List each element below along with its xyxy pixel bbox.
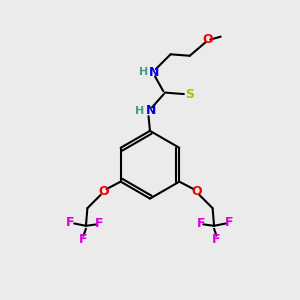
Text: F: F bbox=[79, 232, 88, 246]
Text: O: O bbox=[202, 33, 213, 46]
Text: F: F bbox=[196, 217, 205, 230]
Text: O: O bbox=[98, 185, 109, 199]
Text: F: F bbox=[225, 216, 234, 230]
Text: O: O bbox=[191, 185, 202, 199]
Text: F: F bbox=[95, 217, 103, 230]
Text: N: N bbox=[148, 66, 159, 79]
Text: F: F bbox=[212, 232, 221, 246]
Text: S: S bbox=[185, 88, 194, 100]
Text: H: H bbox=[135, 106, 144, 116]
Text: H: H bbox=[140, 67, 149, 77]
Text: N: N bbox=[146, 104, 156, 117]
Text: F: F bbox=[66, 216, 75, 230]
